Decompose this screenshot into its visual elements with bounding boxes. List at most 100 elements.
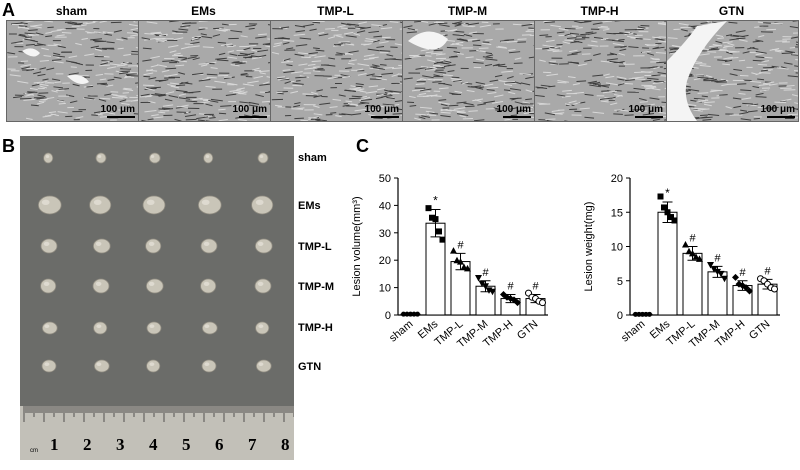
lesion-specimen (256, 360, 271, 372)
significance-mark: # (482, 267, 489, 279)
micrograph-ems: 100 μm (138, 20, 271, 122)
significance-mark: * (665, 186, 670, 200)
lesion-weight-chart: Lesion weight(mg)05101520sham*EMs#TMP-L#… (570, 150, 800, 470)
y-tick-label: 0 (385, 310, 391, 322)
lesion-specimen (94, 322, 107, 334)
y-axis-label: Lesion volume(mm³) (351, 196, 363, 296)
scale-bar: 100 μm (497, 104, 531, 118)
y-tick-label: 30 (379, 228, 391, 240)
lesion-specimen (149, 153, 160, 163)
y-tick-label: 10 (379, 283, 391, 295)
micrograph-sham: 100 μm (6, 20, 139, 122)
data-point (436, 228, 442, 234)
scale-bar-line (371, 116, 399, 118)
ruler-number: 3 (116, 435, 125, 455)
scale-bar-label: 100 μm (761, 104, 795, 115)
ruler-number: 4 (149, 435, 158, 455)
scale-bar-line (239, 116, 267, 118)
x-tick-label-gtn: GTN (515, 318, 541, 342)
scale-bar-line (503, 116, 531, 118)
lesion-group-label-tmp-l: TMP-L (298, 241, 332, 253)
ruler-number: 8 (281, 435, 290, 455)
data-point (772, 286, 778, 292)
x-tick-label-sham: sham (619, 318, 647, 344)
lesion-specimen (42, 322, 57, 334)
scale-bar-line (767, 116, 795, 118)
lesion-specimen (255, 279, 271, 293)
data-point (732, 274, 739, 281)
data-point (415, 312, 420, 317)
lesion-group-label-tmp-m: TMP-M (298, 281, 334, 293)
data-point (647, 312, 652, 317)
significance-mark: # (689, 233, 696, 245)
lesion-group-label-gtn: GTN (298, 361, 321, 373)
data-point (682, 241, 689, 248)
micrograph-tmp-m: 100 μm (402, 20, 535, 122)
data-point (450, 247, 457, 254)
lesion-group-label-sham: sham (298, 152, 327, 164)
x-tick-label-gtn: GTN (747, 318, 773, 342)
micrograph-title-tmp-m: TMP-M (402, 4, 533, 18)
scale-bar-label: 100 μm (497, 104, 531, 115)
y-tick-label: 5 (617, 276, 623, 288)
y-tick-label: 10 (611, 242, 623, 254)
x-tick-label-sham: sham (387, 318, 415, 344)
y-tick-label: 50 (379, 173, 391, 185)
scale-bar-label: 100 μm (365, 104, 399, 115)
y-axis-label: Lesion weight(mg) (583, 202, 595, 292)
lesion-specimen (202, 360, 216, 372)
data-point (658, 193, 664, 199)
bar-tmp-l (683, 253, 702, 315)
data-point (672, 217, 678, 223)
lesion-specimen (146, 239, 161, 253)
y-tick-label: 15 (611, 207, 623, 219)
ruler-number: 7 (248, 435, 257, 455)
lesion-specimen (147, 360, 160, 372)
ruler: cm 1 2 3 4 5 6 7 8 (20, 406, 294, 460)
scale-bar-line (107, 116, 135, 118)
lesion-specimen (202, 322, 217, 334)
ruler-number: 2 (83, 435, 92, 455)
scale-bar: 100 μm (101, 104, 135, 118)
lesion-specimen (41, 239, 57, 253)
y-tick-label: 0 (617, 310, 623, 322)
significance-mark: # (739, 267, 746, 279)
lesion-photo: cm 1 2 3 4 5 6 7 8 (20, 136, 294, 460)
scale-bar: 100 μm (629, 104, 663, 118)
lesion-specimen (96, 153, 106, 163)
ruler-number: 1 (50, 435, 59, 455)
lesion-specimen (252, 196, 273, 214)
micrograph-title-sham: sham (6, 4, 137, 18)
data-point (426, 205, 432, 211)
y-tick-label: 40 (379, 200, 391, 212)
ruler-number: 6 (215, 435, 224, 455)
significance-mark: # (457, 239, 464, 251)
scale-bar-label: 100 μm (629, 104, 663, 115)
significance-mark: # (764, 265, 771, 277)
lesion-group-label-tmp-h: TMP-H (298, 322, 333, 334)
data-point (433, 216, 439, 222)
ruler-number: 5 (182, 435, 191, 455)
significance-mark: * (433, 194, 438, 208)
lesion-group-label-ems: EMs (298, 200, 321, 212)
lesion-specimen (93, 239, 110, 253)
lesion-specimen (198, 196, 221, 214)
lesion-specimen (44, 153, 53, 163)
data-point (540, 300, 546, 306)
ruler-unit: cm (30, 448, 38, 454)
lesion-specimen (146, 279, 163, 293)
lesion-specimen (38, 196, 61, 214)
lesion-specimen (42, 360, 56, 372)
micrograph-tmp-h: 100 μm (534, 20, 667, 122)
panel-b-letter: B (2, 136, 15, 157)
scale-bar: 100 μm (761, 104, 795, 118)
significance-mark: # (507, 280, 514, 292)
bar-ems (658, 212, 677, 315)
scale-bar-line (635, 116, 663, 118)
micrograph-title-gtn: GTN (666, 4, 797, 18)
micrograph-title-ems: EMs (138, 4, 269, 18)
y-tick-label: 20 (379, 255, 391, 267)
lesion-specimen (94, 360, 109, 372)
lesion-specimen (147, 322, 161, 334)
lesion-specimen (143, 196, 165, 214)
